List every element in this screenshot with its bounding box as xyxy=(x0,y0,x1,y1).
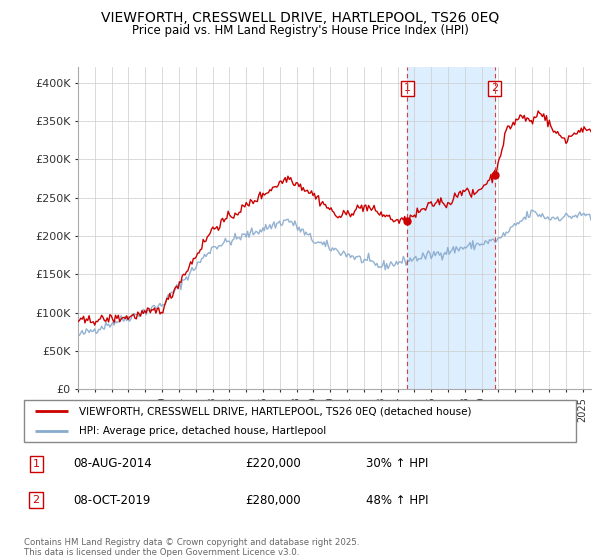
Text: 1: 1 xyxy=(32,459,40,469)
Text: £280,000: £280,000 xyxy=(245,493,301,507)
Text: 1: 1 xyxy=(404,83,411,94)
Text: 2: 2 xyxy=(32,495,40,505)
Text: VIEWFORTH, CRESSWELL DRIVE, HARTLEPOOL, TS26 0EQ: VIEWFORTH, CRESSWELL DRIVE, HARTLEPOOL, … xyxy=(101,11,499,25)
Text: VIEWFORTH, CRESSWELL DRIVE, HARTLEPOOL, TS26 0EQ (detached house): VIEWFORTH, CRESSWELL DRIVE, HARTLEPOOL, … xyxy=(79,407,472,417)
Text: 08-OCT-2019: 08-OCT-2019 xyxy=(74,493,151,507)
Bar xyxy=(407,67,494,389)
Text: HPI: Average price, detached house, Hartlepool: HPI: Average price, detached house, Hart… xyxy=(79,427,326,436)
Text: Price paid vs. HM Land Registry's House Price Index (HPI): Price paid vs. HM Land Registry's House … xyxy=(131,24,469,37)
Text: 2: 2 xyxy=(491,83,498,94)
FancyBboxPatch shape xyxy=(24,400,576,442)
Text: 30% ↑ HPI: 30% ↑ HPI xyxy=(366,457,428,470)
Text: 48% ↑ HPI: 48% ↑ HPI xyxy=(366,493,429,507)
Text: Contains HM Land Registry data © Crown copyright and database right 2025.
This d: Contains HM Land Registry data © Crown c… xyxy=(24,538,359,557)
Text: £220,000: £220,000 xyxy=(245,457,301,470)
Text: 08-AUG-2014: 08-AUG-2014 xyxy=(74,457,152,470)
